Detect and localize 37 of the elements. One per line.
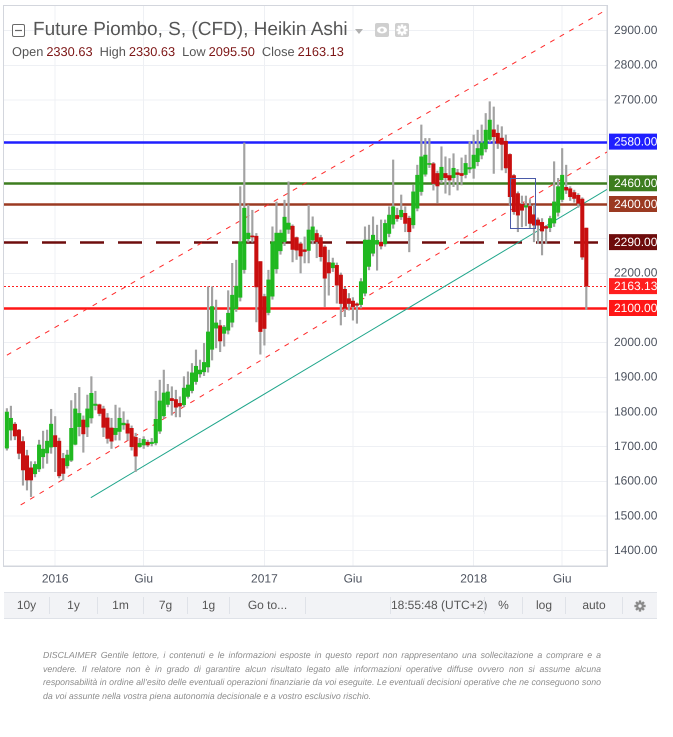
- text: 1m: [98, 597, 144, 614]
- y-tick-label: 1400.00: [614, 543, 658, 558]
- candlestick: [500, 126, 504, 170]
- text: 7g: [144, 597, 188, 614]
- text: Open 2330.63 High 2330.63 Low 2095.50 Close 2163.13: [12, 44, 344, 59]
- x-tick-label: 2018: [460, 572, 488, 586]
- ref-line-label: 2290.00: [614, 234, 658, 249]
- ref-line-label: 2580.00: [614, 134, 658, 148]
- text: 10y: [4, 597, 50, 614]
- ref-line-label: 2460.00: [614, 176, 658, 190]
- text: Go to...: [230, 597, 306, 614]
- y-tick-label: 1900.00: [614, 370, 658, 384]
- ref-line-label: 2400.00: [614, 196, 658, 211]
- text: auto: [565, 597, 622, 614]
- x-tick-label: 2016: [42, 572, 69, 586]
- ref-line-label: 2163.13: [614, 278, 658, 293]
- y-tick-label: 1500.00: [614, 508, 658, 522]
- y-tick-label: 2700.00: [614, 92, 658, 106]
- text: log: [522, 597, 565, 614]
- y-tick-label: 2900.00: [614, 22, 658, 37]
- y-tick-label: 2800.00: [614, 58, 658, 72]
- x-tick-label: 2017: [251, 572, 278, 586]
- y-tick-label: 1600.00: [614, 474, 658, 488]
- y-tick-label: 2200.00: [614, 266, 658, 280]
- x-tick-label: Giu: [344, 572, 362, 586]
- x-tick-label: Giu: [552, 572, 572, 586]
- text: %: [498, 598, 509, 612]
- y-tick-label: 1800.00: [614, 404, 658, 418]
- text: Future Piombo, S, (CFD), Heikin Ashi: [33, 19, 348, 41]
- ref-line-label: 2100.00: [614, 300, 658, 315]
- text: 1g: [188, 597, 230, 614]
- y-tick-label: 1700.00: [614, 439, 658, 454]
- text: DISCLAIMER Gentile lettore, i contenuti e le informazioni esposte in questo report non rappresentano una sollecitazione a comprare e a vendere. Il relatore non è in grado di garantire alcun risultato legato alle informazioni operative diffuse ovvero non si assume alcuna responsabilità in ordine all’esito delle eventuali operazioni finanziarie da voi eseguite. Le eventuali decisioni operative che ne conseguono sono da voi assunte nella vostra piena autonomia decisionale e a vostro esclusivo rischio.: [43, 649, 601, 703]
- text: 1y: [50, 597, 98, 614]
- x-tick-label: Giu: [134, 572, 154, 586]
- text: 18:55:48 (UTC+2): [390, 597, 488, 614]
- y-tick-label: 2000.00: [614, 335, 658, 350]
